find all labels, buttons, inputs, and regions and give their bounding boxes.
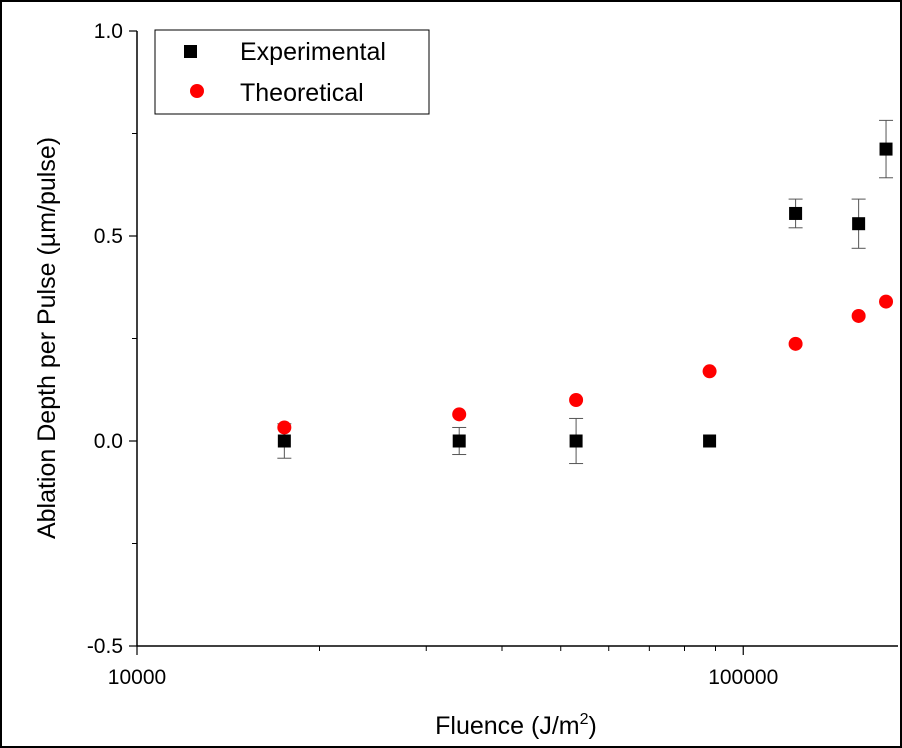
theoretical-point: [851, 308, 866, 323]
legend-marker-experimental: [184, 45, 197, 58]
legend-label-theoretical: Theoretical: [240, 79, 364, 107]
x-axis-title-main: Fluence (J/m: [435, 712, 579, 740]
data-points: [277, 119, 894, 465]
x-tick-label: 10000: [108, 666, 166, 689]
axes: [136, 31, 898, 647]
experimental-point: [703, 434, 717, 448]
y-tick-label: 1.0: [94, 20, 123, 43]
y-tick-label: 0.0: [94, 430, 123, 453]
theoretical-point: [569, 393, 584, 407]
theoretical-point: [452, 407, 467, 422]
y-tick-label: -0.5: [87, 635, 123, 658]
experimental-point: [277, 434, 291, 448]
theoretical-point: [788, 336, 803, 351]
experimental-point: [879, 142, 893, 156]
legend-box: [154, 29, 430, 115]
legend-marker-theoretical: [190, 84, 204, 98]
legend-label-experimental: Experimental: [240, 38, 386, 66]
experimental-point: [789, 206, 803, 220]
experimental-point: [852, 217, 866, 231]
theoretical-point: [879, 294, 894, 309]
x-tick-label: 100000: [708, 666, 778, 689]
y-tick-label: 0.5: [94, 225, 123, 248]
experimental-point: [569, 434, 583, 448]
x-axis-title-end: ): [589, 712, 597, 740]
legend: Experimental Theoretical: [154, 29, 430, 115]
x-axis-title: Fluence (J/m2): [435, 711, 597, 740]
experimental-point: [452, 434, 466, 448]
theoretical-point: [702, 364, 717, 379]
x-axis-title-sup: 2: [580, 711, 589, 728]
ticks: 1.0 0.5 0.0 -0.5 10000 100000: [87, 20, 778, 689]
theoretical-point: [277, 420, 292, 435]
y-axis-title: Ablation Depth per Pulse (µm/pulse): [33, 137, 61, 539]
